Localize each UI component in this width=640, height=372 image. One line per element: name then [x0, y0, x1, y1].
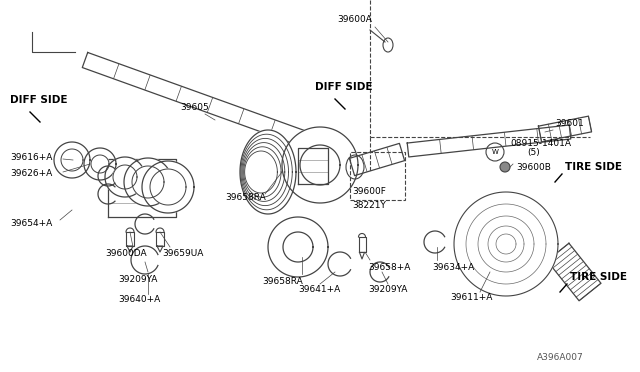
Text: 39641+A: 39641+A	[298, 285, 340, 295]
Text: A396A007: A396A007	[536, 353, 584, 362]
Polygon shape	[538, 116, 591, 142]
Polygon shape	[132, 166, 164, 198]
Polygon shape	[91, 155, 109, 173]
Polygon shape	[240, 130, 296, 214]
Text: 39634+A: 39634+A	[432, 263, 474, 272]
Polygon shape	[283, 232, 313, 262]
Polygon shape	[84, 148, 116, 180]
Text: 38221Y: 38221Y	[352, 201, 386, 209]
Text: 39659UA: 39659UA	[162, 250, 204, 259]
Text: 39616+A: 39616+A	[10, 153, 52, 161]
Circle shape	[500, 162, 510, 172]
Polygon shape	[298, 148, 328, 184]
Polygon shape	[282, 127, 358, 203]
Text: 39654+A: 39654+A	[10, 219, 52, 228]
Text: 39600A: 39600A	[337, 16, 372, 25]
Text: 39605: 39605	[180, 103, 209, 112]
Bar	[350, 152, 405, 200]
Polygon shape	[83, 52, 338, 157]
Text: DIFF SIDE: DIFF SIDE	[10, 95, 67, 105]
Polygon shape	[105, 157, 145, 197]
Text: TIRE SIDE: TIRE SIDE	[570, 272, 627, 282]
Polygon shape	[407, 125, 571, 157]
Text: 39601: 39601	[555, 119, 584, 128]
Polygon shape	[349, 143, 404, 176]
Polygon shape	[547, 243, 601, 301]
Text: W: W	[492, 149, 499, 155]
Text: 39658RA: 39658RA	[225, 192, 266, 202]
Polygon shape	[108, 159, 176, 217]
Text: 39658+A: 39658+A	[368, 263, 410, 272]
Polygon shape	[113, 165, 137, 189]
Text: 39209YA: 39209YA	[118, 276, 157, 285]
Text: 39209YA: 39209YA	[368, 285, 408, 295]
Polygon shape	[268, 217, 328, 277]
Text: 39600F: 39600F	[352, 187, 386, 196]
Text: 39600B: 39600B	[516, 163, 551, 171]
Text: 08915-1401A: 08915-1401A	[510, 140, 571, 148]
Polygon shape	[142, 161, 194, 213]
Polygon shape	[150, 169, 186, 205]
Polygon shape	[300, 145, 340, 185]
Text: 39640+A: 39640+A	[118, 295, 160, 305]
Text: 39626+A: 39626+A	[10, 170, 52, 179]
Polygon shape	[61, 149, 83, 171]
Polygon shape	[54, 142, 90, 178]
Text: 39600DA: 39600DA	[105, 250, 147, 259]
Polygon shape	[124, 158, 172, 206]
Text: TIRE SIDE: TIRE SIDE	[565, 162, 622, 172]
Polygon shape	[454, 192, 558, 296]
Text: (5): (5)	[527, 148, 540, 157]
Text: 39658RA: 39658RA	[262, 278, 303, 286]
Text: DIFF SIDE: DIFF SIDE	[315, 82, 372, 92]
Text: 39611+A: 39611+A	[450, 292, 492, 301]
